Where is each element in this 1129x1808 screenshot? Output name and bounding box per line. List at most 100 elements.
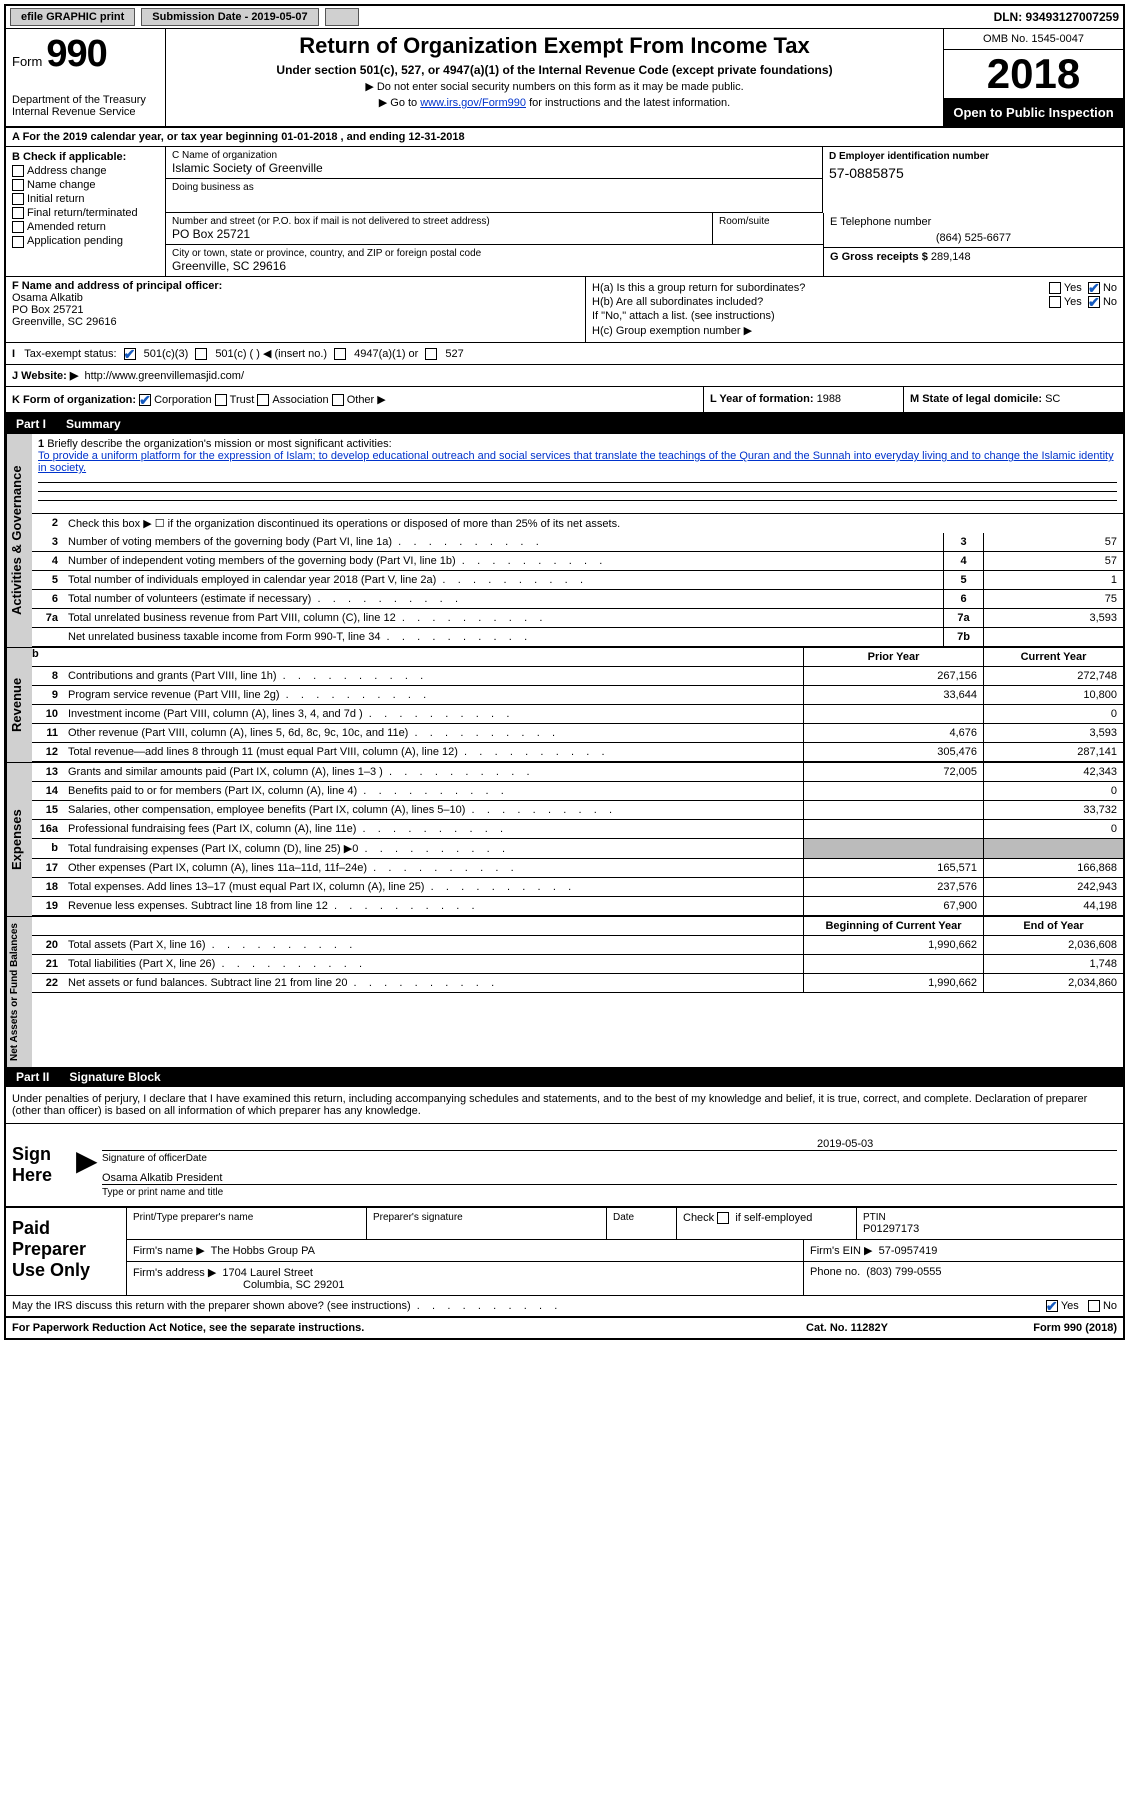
prep-name-label: Print/Type preparer's name — [133, 1212, 360, 1223]
check-amended[interactable] — [12, 221, 24, 233]
efile-button[interactable]: efile GRAPHIC print — [10, 8, 135, 26]
summary-line: 5Total number of individuals employed in… — [32, 571, 1123, 590]
hc-label: H(c) Group exemption number ▶ — [592, 324, 1117, 337]
firm-name: The Hobbs Group PA — [211, 1245, 315, 1257]
ha-label: H(a) Is this a group return for subordin… — [592, 282, 805, 294]
check-other[interactable] — [332, 394, 344, 406]
check-assoc[interactable] — [257, 394, 269, 406]
line-text: Total revenue—add lines 8 through 11 (mu… — [62, 743, 803, 761]
current-value: 44,198 — [983, 897, 1123, 915]
current-value — [983, 839, 1123, 858]
current-value: 0 — [983, 782, 1123, 800]
firm-phone: (803) 799-0555 — [866, 1266, 941, 1278]
summary-line: 3Number of voting members of the governi… — [32, 533, 1123, 552]
mission-block: 1 Briefly describe the organization's mi… — [32, 434, 1123, 514]
check-501c[interactable] — [195, 348, 207, 360]
date-label: Date — [186, 1153, 207, 1164]
prior-value: 165,571 — [803, 859, 983, 877]
sign-here-label: Sign Here — [6, 1124, 76, 1206]
line-box: 3 — [943, 533, 983, 551]
gross-value: 289,148 — [931, 251, 971, 263]
line-num — [32, 628, 62, 646]
discuss-yes[interactable] — [1046, 1300, 1058, 1312]
data-line: 18Total expenses. Add lines 13–17 (must … — [32, 878, 1123, 897]
opt-501c: 501(c) ( ) ◀ (insert no.) — [215, 348, 327, 360]
check-trust[interactable] — [215, 394, 227, 406]
website-row: J Website: ▶ http://www.greenvillemasjid… — [6, 365, 1123, 387]
omb-number: OMB No. 1545-0047 — [944, 29, 1123, 50]
form990-link[interactable]: www.irs.gov/Form990 — [420, 97, 526, 109]
check-501c3[interactable] — [124, 348, 136, 360]
note2-pre: Go to — [390, 97, 420, 109]
header-center: Return of Organization Exempt From Incom… — [166, 29, 943, 126]
current-value: 3,593 — [983, 724, 1123, 742]
check-final[interactable] — [12, 207, 24, 219]
current-value: 272,748 — [983, 667, 1123, 685]
firm-name-label: Firm's name ▶ — [133, 1245, 205, 1257]
expenses-section: Expenses 13Grants and similar amounts pa… — [6, 762, 1123, 916]
firm-ein: 57-0957419 — [879, 1245, 938, 1257]
line-box: 5 — [943, 571, 983, 589]
col-eg: E Telephone number (864) 525-6677 G Gros… — [823, 213, 1123, 276]
phone-block: E Telephone number (864) 525-6677 — [824, 213, 1123, 248]
firm-phone-label: Phone no. — [810, 1266, 860, 1278]
check-527[interactable] — [425, 348, 437, 360]
discuss-no[interactable] — [1088, 1300, 1100, 1312]
l-label: L Year of formation: — [710, 393, 814, 405]
line-text: Program service revenue (Part VIII, line… — [62, 686, 803, 704]
line-value: 3,593 — [983, 609, 1123, 627]
check-self-employed[interactable] — [717, 1212, 729, 1224]
summary-line: Net unrelated business taxable income fr… — [32, 628, 1123, 647]
prior-value — [803, 782, 983, 800]
yes-text: Yes — [1064, 282, 1082, 294]
pra-notice: For Paperwork Reduction Act Notice, see … — [12, 1322, 757, 1334]
current-value: 33,732 — [983, 801, 1123, 819]
line-value: 57 — [983, 552, 1123, 570]
check-name-change[interactable] — [12, 179, 24, 191]
check-corp[interactable] — [139, 394, 151, 406]
blank-button[interactable] — [325, 8, 359, 26]
net-col-header: Beginning of Current Year End of Year — [32, 917, 1123, 936]
k-col: K Form of organization: Corporation Trus… — [6, 387, 703, 412]
check-4947[interactable] — [334, 348, 346, 360]
data-line: 14Benefits paid to or for members (Part … — [32, 782, 1123, 801]
line-text: Number of voting members of the governin… — [62, 533, 943, 551]
line-text: Total unrelated business revenue from Pa… — [62, 609, 943, 627]
dba-row: Doing business as — [166, 179, 822, 213]
prior-value: 305,476 — [803, 743, 983, 761]
line-text: Grants and similar amounts paid (Part IX… — [62, 763, 803, 781]
col-f: F Name and address of principal officer:… — [6, 277, 586, 342]
ha-no[interactable] — [1088, 282, 1100, 294]
line-num: 4 — [32, 552, 62, 570]
line-num: 10 — [32, 705, 62, 723]
sign-date: 2019-05-03 — [817, 1138, 1117, 1150]
check-initial[interactable] — [12, 193, 24, 205]
line-text: Total number of volunteers (estimate if … — [62, 590, 943, 608]
summary-line: 4Number of independent voting members of… — [32, 552, 1123, 571]
ptin-value: P01297173 — [863, 1223, 919, 1235]
form-word: Form — [12, 54, 42, 69]
current-value: 2,036,608 — [983, 936, 1123, 954]
side-expenses: Expenses — [6, 763, 32, 916]
prep-sig-label: Preparer's signature — [373, 1212, 600, 1223]
opt-501c3: 501(c)(3) — [144, 348, 189, 360]
check-address-change[interactable] — [12, 165, 24, 177]
data-line: 11Other revenue (Part VIII, column (A), … — [32, 724, 1123, 743]
form-number: 990 — [46, 33, 106, 76]
check-pending[interactable] — [12, 236, 24, 248]
prior-value: 1,990,662 — [803, 936, 983, 954]
hb-yes[interactable] — [1049, 296, 1061, 308]
website-label: J Website: ▶ — [12, 370, 78, 382]
firm-addr-label: Firm's address ▶ — [133, 1267, 216, 1279]
prior-value: 237,576 — [803, 878, 983, 896]
website-value: http://www.greenvillemasjid.com/ — [84, 370, 244, 382]
line-a: A For the 2019 calendar year, or tax yea… — [6, 128, 1123, 147]
opt-4947: 4947(a)(1) or — [354, 348, 418, 360]
line-num: 19 — [32, 897, 62, 915]
ha-yes[interactable] — [1049, 282, 1061, 294]
line-text: Benefits paid to or for members (Part IX… — [62, 782, 803, 800]
top-bar: efile GRAPHIC print Submission Date - 20… — [6, 6, 1123, 29]
firm-addr2: Columbia, SC 29201 — [243, 1279, 345, 1291]
hb-no[interactable] — [1088, 296, 1100, 308]
submission-date-button[interactable]: Submission Date - 2019-05-07 — [141, 8, 318, 26]
